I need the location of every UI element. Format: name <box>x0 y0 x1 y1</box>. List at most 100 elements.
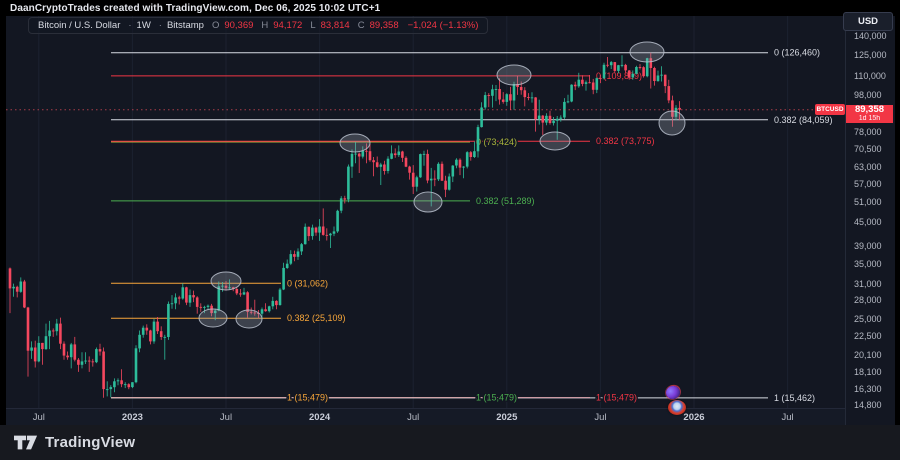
candle-body <box>278 289 282 305</box>
tradingview-logo[interactable]: TradingView <box>14 434 135 451</box>
candle-body <box>19 281 23 292</box>
candle-body <box>415 177 419 187</box>
ellipse-highlight-drawing[interactable] <box>658 110 686 136</box>
candle-body <box>62 343 66 356</box>
candle-body <box>249 311 253 313</box>
candle-body <box>674 107 678 117</box>
candle-body <box>599 78 602 80</box>
candle-body <box>523 90 527 98</box>
candle-body <box>293 254 296 257</box>
candle-body <box>66 355 69 358</box>
candle-body <box>620 64 624 66</box>
ellipse-highlight-drawing[interactable] <box>210 271 242 291</box>
candle-body <box>174 297 177 304</box>
fib-level-label-white[interactable]: 0.382 (84,059) <box>773 113 835 126</box>
candle-body <box>282 267 285 290</box>
fib-level-label-red[interactable]: 0.382 (73,775) <box>595 135 657 148</box>
candle-body <box>498 89 501 100</box>
candle-body <box>48 330 51 337</box>
time-axis-month-label: Jul <box>594 412 607 423</box>
fib-level-label-green[interactable]: 0 (73,424) <box>475 135 519 148</box>
candle-body <box>221 285 224 287</box>
exchange-name: Bitstamp <box>166 20 204 31</box>
ellipse-highlight-drawing[interactable] <box>629 41 665 63</box>
candle-body <box>145 327 149 331</box>
fib-level-label-white[interactable]: 1 (15,462) <box>773 391 817 404</box>
symbol-info-bar[interactable]: Bitcoin / U.S. Dollar · 1W · Bitstamp O … <box>28 17 489 34</box>
price-axis-label: 39,000 <box>854 240 882 251</box>
fib-level-label-orange[interactable]: 1 (15,479) <box>286 391 330 404</box>
fib-level-label-green[interactable]: 1 (15,479) <box>475 391 519 404</box>
timeframe[interactable]: 1W <box>136 20 151 31</box>
ellipse-highlight-drawing[interactable] <box>198 308 228 328</box>
candle-body <box>239 293 242 295</box>
candle-body <box>195 297 199 307</box>
ellipse-highlight-drawing[interactable] <box>339 133 371 153</box>
currency-usd-button[interactable]: USD <box>843 12 893 31</box>
candle-body <box>123 384 127 386</box>
sticker-roundel-icon[interactable] <box>668 400 686 415</box>
fib-level-label-green[interactable]: 0.382 (51,289) <box>475 194 537 207</box>
candle-body <box>156 321 159 332</box>
candle-body <box>120 380 123 385</box>
candle-body <box>487 95 491 96</box>
candle-body <box>113 381 116 388</box>
candle-body <box>404 157 408 167</box>
candle-body <box>609 62 613 66</box>
candle-body <box>87 360 91 362</box>
candle-body <box>645 58 649 77</box>
candle-body <box>573 84 577 87</box>
candle-body <box>422 153 426 155</box>
candle-body <box>390 153 393 159</box>
price-axis-label: 98,000 <box>854 89 882 100</box>
ellipse-highlight-drawing[interactable] <box>496 64 532 86</box>
fib-level-label-orange[interactable]: 0 (31,062) <box>286 277 330 290</box>
ellipse-highlight-drawing[interactable] <box>539 131 571 151</box>
fib-level-label-orange[interactable]: 0.382 (25,109) <box>286 312 348 325</box>
candle-body <box>494 89 498 90</box>
candle-body <box>242 292 246 295</box>
candle-body <box>105 389 109 391</box>
candle-body <box>253 312 257 314</box>
high-key: H <box>261 20 269 31</box>
price-axis-label: 140,000 <box>854 31 887 41</box>
candle-body <box>134 348 138 383</box>
candle-body <box>257 313 260 314</box>
candle-body <box>357 153 361 157</box>
candle-body <box>419 154 422 178</box>
candle-body <box>8 268 12 289</box>
price-axis-label: 31,000 <box>854 278 882 289</box>
price-axis-label: 125,000 <box>854 49 887 60</box>
fib-level-label-white[interactable]: 0 (126,460) <box>773 46 822 59</box>
time-axis[interactable]: Jul 2023 Jul 2024 Jul 2025 Jul 2026 Jul <box>6 408 845 426</box>
footer-bar: TradingView <box>0 425 900 460</box>
fib-level-label-red[interactable]: 1 (15,479) <box>595 391 639 404</box>
candle-body <box>127 384 131 388</box>
chart-background <box>6 16 894 425</box>
candle-body <box>33 347 37 362</box>
candle-body <box>480 107 483 128</box>
candle-body <box>491 89 494 96</box>
time-axis-year-label: 2026 <box>683 412 705 423</box>
candle-body <box>426 153 429 181</box>
candle-body <box>642 67 645 77</box>
price-axis-label: 70,500 <box>854 143 882 154</box>
time-axis-year-label: 2025 <box>496 412 518 423</box>
candle-body <box>383 164 386 171</box>
symbol-name[interactable]: Bitcoin / U.S. Dollar <box>38 20 121 31</box>
candle-body <box>15 286 19 292</box>
price-axis[interactable]: 140,000 125,000 110,000 98,000 78,000 70,500 6… <box>845 16 895 425</box>
candle-body <box>116 380 120 382</box>
candle-body <box>285 263 289 268</box>
candle-body <box>361 150 365 157</box>
candle-body <box>617 65 620 71</box>
ellipse-highlight-drawing[interactable] <box>235 309 263 329</box>
fib-level-label-red[interactable]: 0 (109,809) <box>595 69 644 82</box>
time-axis-month-label: Jul <box>219 412 233 423</box>
candle-body <box>267 306 271 312</box>
price-axis-label: 28,000 <box>854 295 882 306</box>
price-axis-label: 14,800 <box>854 400 882 410</box>
ellipse-highlight-drawing[interactable] <box>413 191 443 213</box>
candle-body <box>411 172 415 187</box>
